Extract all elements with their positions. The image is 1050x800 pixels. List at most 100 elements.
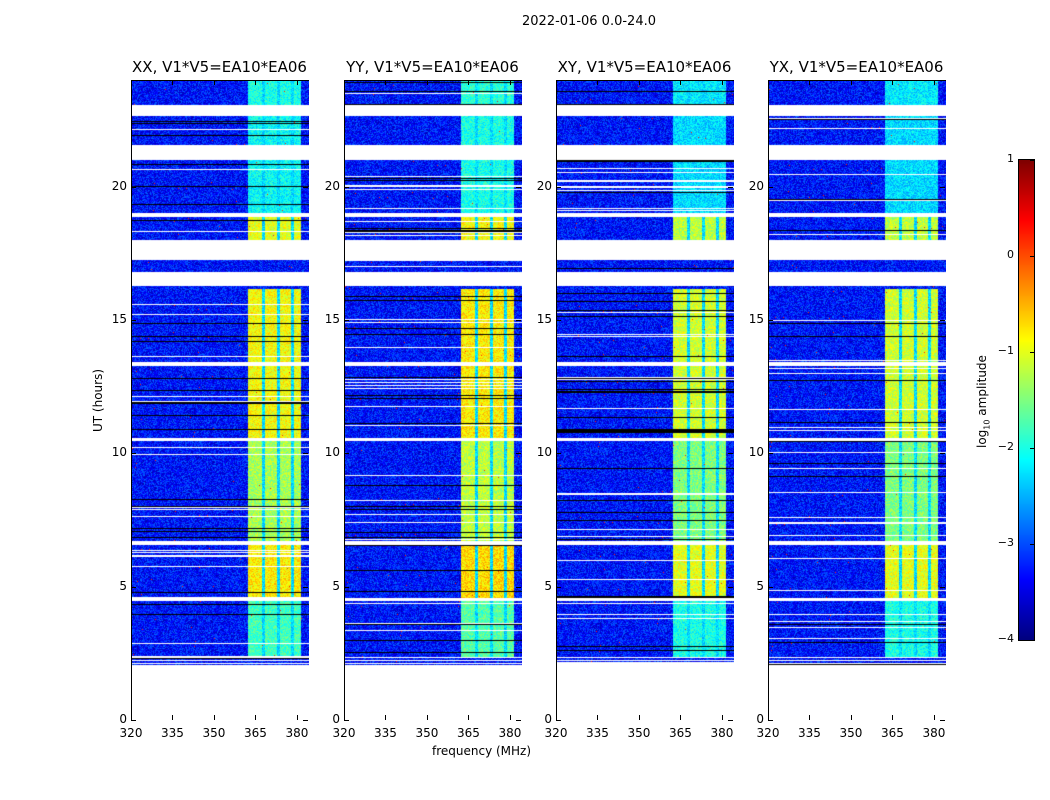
colorbar-tick-label: −4 (997, 632, 1014, 645)
x-tick (809, 80, 811, 85)
x-tick (426, 80, 428, 85)
x-tick (255, 715, 257, 720)
x-tick-label: 335 (161, 726, 184, 740)
y-tick (556, 186, 561, 188)
y-tick (728, 453, 733, 455)
y-tick (131, 720, 136, 721)
x-tick (680, 80, 682, 85)
y-tick-label: 20 (111, 178, 127, 193)
x-tick (721, 715, 723, 720)
y-tick (768, 586, 773, 588)
x-tick (597, 80, 599, 85)
x-tick (213, 80, 215, 85)
y-tick (344, 720, 349, 721)
x-tick-label: 365 (881, 726, 904, 740)
colorbar-tick-label: 1 (1007, 152, 1014, 165)
y-tick-label: 10 (111, 445, 127, 460)
x-tick (721, 80, 723, 85)
y-tick (131, 320, 136, 321)
y-tick (768, 453, 773, 455)
x-tick-label: 350 (202, 726, 226, 740)
colorbar-tick (1030, 544, 1035, 545)
x-tick-label: 335 (586, 726, 609, 740)
colorbar-gradient (1019, 160, 1034, 640)
x-tick (426, 715, 428, 720)
y-tick-label: 0 (756, 712, 764, 726)
x-tick (597, 715, 599, 720)
x-tick (385, 80, 387, 85)
y-tick (940, 586, 945, 588)
y-tick (940, 186, 945, 188)
y-tick (728, 586, 733, 588)
x-tick (131, 715, 132, 720)
x-tick-label: 320 (332, 726, 356, 740)
y-tick (131, 586, 136, 588)
y-tick-label: 5 (756, 578, 764, 593)
y-tick (768, 720, 773, 721)
y-tick-label: 5 (332, 578, 340, 593)
y-tick (516, 720, 521, 721)
panel-title: YY, V1*V5=EA10*EA06 (346, 58, 519, 76)
y-tick-label: 20 (748, 178, 764, 193)
x-tick (638, 715, 640, 720)
heatmap-cells (345, 81, 522, 721)
x-tick-label: 380 (498, 726, 522, 740)
x-tick (131, 80, 132, 85)
y-tick (516, 453, 521, 455)
colorbar-label: log10 amplitude (975, 355, 992, 448)
y-tick (344, 453, 349, 455)
x-tick (556, 715, 557, 720)
y-tick (940, 453, 945, 455)
x-tick (850, 715, 852, 720)
x-tick-label: 335 (374, 726, 397, 740)
x-tick-label: 365 (244, 726, 267, 740)
y-tick-label: 0 (544, 712, 552, 726)
y-tick-label: 15 (324, 312, 340, 326)
y-axis-label: UT (hours) (91, 368, 105, 432)
y-tick-label: 10 (536, 445, 552, 460)
colorbar-tick-label: −2 (997, 440, 1014, 453)
y-tick-label: 15 (748, 312, 764, 326)
y-tick (344, 186, 349, 188)
x-tick (213, 715, 215, 720)
heatmap-panel (344, 80, 522, 721)
y-tick (516, 320, 521, 321)
x-tick (638, 80, 640, 85)
x-tick-label: 380 (710, 726, 734, 740)
x-tick (296, 80, 298, 85)
panel-title: YX, V1*V5=EA10*EA06 (769, 58, 944, 76)
x-tick-label: 320 (756, 726, 780, 740)
colorbar (1018, 159, 1035, 641)
y-tick-label: 15 (536, 312, 552, 326)
y-tick-label: 20 (324, 178, 340, 193)
y-tick (728, 720, 733, 721)
x-tick (509, 80, 511, 85)
x-tick (768, 80, 769, 85)
y-tick (940, 720, 945, 721)
colorbar-tick (1030, 448, 1035, 449)
x-tick-label: 365 (457, 726, 480, 740)
heatmap-panel (556, 80, 734, 721)
y-tick-label: 5 (544, 578, 552, 593)
colorbar-tick (1030, 256, 1035, 257)
panel-title: XX, V1*V5=EA10*EA06 (132, 58, 307, 76)
y-tick (303, 586, 308, 588)
x-tick-label: 320 (544, 726, 568, 740)
x-tick (680, 715, 682, 720)
x-tick (768, 715, 769, 720)
x-tick (255, 80, 257, 85)
y-tick-label: 0 (119, 712, 127, 726)
x-tick (344, 715, 345, 720)
x-tick (468, 715, 470, 720)
y-tick (728, 186, 733, 188)
x-tick (509, 715, 511, 720)
y-tick (516, 586, 521, 588)
colorbar-tick (1030, 640, 1035, 641)
colorbar-tick-label: 0 (1007, 248, 1014, 261)
x-tick (892, 715, 894, 720)
y-tick (940, 320, 945, 321)
y-tick (344, 320, 349, 321)
x-tick-label: 380 (922, 726, 946, 740)
y-tick (344, 586, 349, 588)
